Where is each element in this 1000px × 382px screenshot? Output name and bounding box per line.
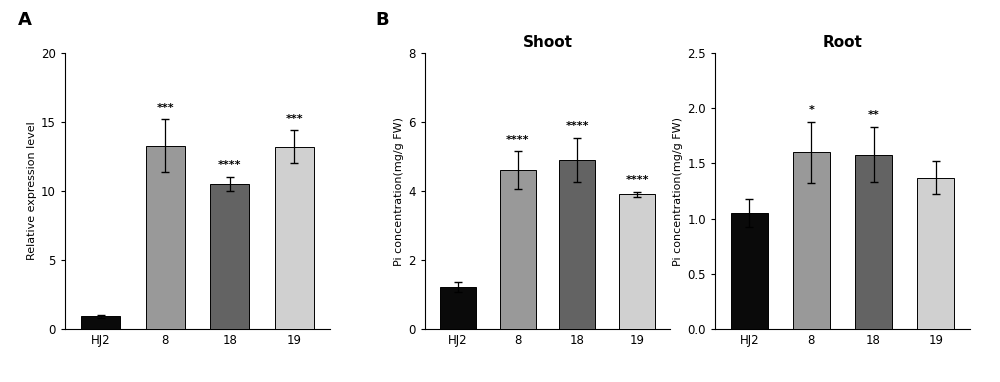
Title: Shoot: Shoot bbox=[522, 34, 572, 50]
Text: ****: **** bbox=[566, 121, 589, 131]
Title: Root: Root bbox=[823, 34, 862, 50]
Bar bbox=[440, 287, 476, 329]
Text: **: ** bbox=[868, 110, 879, 120]
Bar bbox=[275, 147, 314, 329]
Bar bbox=[731, 213, 768, 329]
Bar bbox=[146, 146, 185, 329]
Text: ****: **** bbox=[218, 160, 242, 170]
Text: *: * bbox=[808, 105, 814, 115]
Text: ***: *** bbox=[286, 113, 303, 124]
Bar bbox=[500, 170, 536, 329]
Bar bbox=[210, 184, 249, 329]
Y-axis label: Pi concentration(mg/g FW): Pi concentration(mg/g FW) bbox=[673, 117, 683, 265]
Y-axis label: Relative expression level: Relative expression level bbox=[27, 121, 37, 261]
Bar bbox=[855, 155, 892, 329]
Text: A: A bbox=[18, 11, 32, 29]
Bar bbox=[793, 152, 830, 329]
Text: ****: **** bbox=[625, 175, 649, 185]
Bar bbox=[619, 194, 655, 329]
Bar bbox=[559, 160, 595, 329]
Y-axis label: Pi concentration(mg/g FW): Pi concentration(mg/g FW) bbox=[394, 117, 404, 265]
Bar bbox=[917, 178, 954, 329]
Text: ***: *** bbox=[156, 103, 174, 113]
Text: B: B bbox=[375, 11, 389, 29]
Bar bbox=[81, 316, 120, 329]
Text: ****: **** bbox=[506, 134, 529, 145]
